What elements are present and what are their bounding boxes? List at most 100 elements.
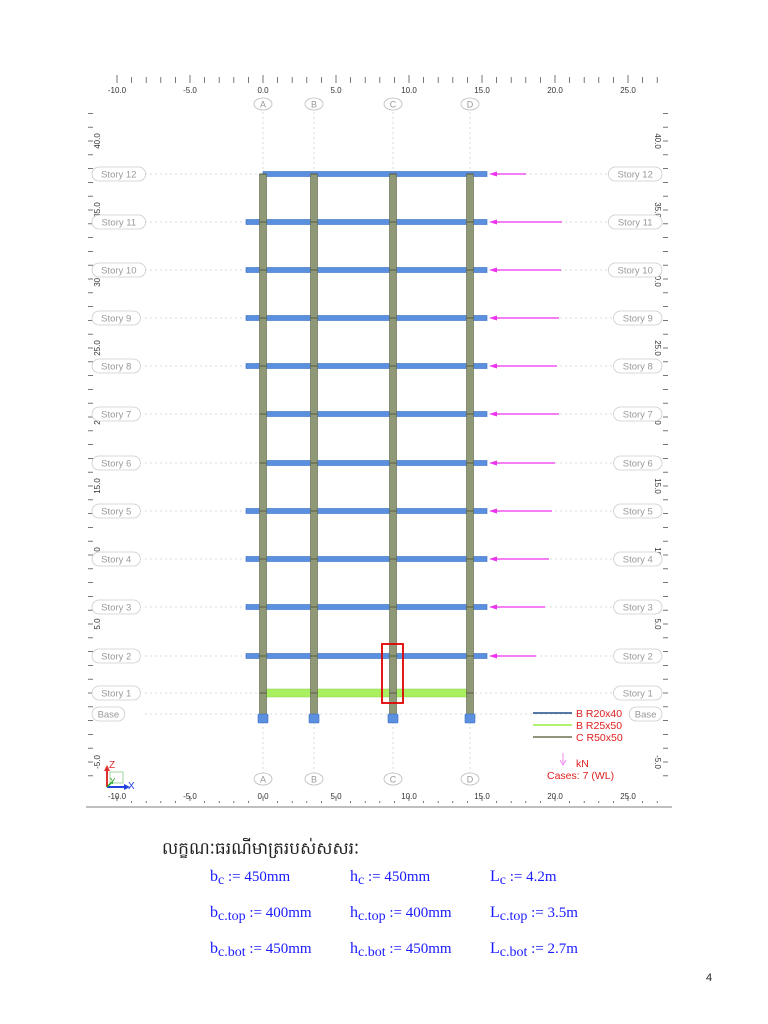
svg-text:Story 9: Story 9 — [101, 314, 131, 325]
svg-text:C: C — [390, 775, 397, 785]
formula-hc-top: hc.top := 400mm — [350, 904, 452, 924]
bottom-x-axis — [116, 796, 658, 803]
story-label-left — [91, 551, 141, 567]
page-number: 4 — [706, 972, 713, 984]
z-tick-label-right: 25.0 — [653, 340, 662, 356]
beam — [245, 267, 488, 273]
svg-text:Story 5: Story 5 — [101, 507, 131, 518]
story-label-left — [91, 310, 141, 326]
svg-text:Story 3: Story 3 — [623, 603, 653, 614]
z-tick-label-right: 40.0 — [653, 133, 662, 149]
top-x-axis-labels: -10.0 -5.0 0.0 5.0 10.0 15.0 20.0 25.0 — [108, 86, 636, 95]
story-label-left — [91, 706, 126, 722]
svg-text:D: D — [467, 775, 474, 785]
story-label-left — [91, 214, 146, 230]
columns — [257, 173, 476, 724]
z-tick-label-left: 35.0 — [93, 202, 102, 218]
story-label-right — [613, 685, 663, 701]
x-tick-label: -5.0 — [183, 792, 197, 801]
grid-bubble-c — [383, 772, 403, 786]
svg-text:D: D — [467, 100, 474, 110]
x-tick-label: 25.0 — [620, 792, 636, 801]
svg-text:Story 2: Story 2 — [101, 652, 131, 663]
svg-text:Story 11: Story 11 — [101, 218, 136, 229]
formula-lc: Lc := 4.2m — [490, 868, 557, 888]
triad-z-label: Z — [109, 760, 115, 771]
story-label-right — [608, 262, 663, 278]
grid-bubble-c — [383, 97, 403, 111]
svg-text:Story 12: Story 12 — [618, 170, 653, 181]
svg-text:Story 7: Story 7 — [623, 410, 653, 421]
svg-text:Story 12: Story 12 — [101, 170, 136, 181]
story-label-left — [91, 455, 141, 471]
svg-text:Story 4: Story 4 — [101, 555, 131, 566]
story-label-right — [613, 455, 663, 471]
story-label-right — [613, 503, 663, 519]
formula-bc-bot: bc.bot := 450mm — [210, 940, 312, 960]
formula-hc-bot: hc.bot := 450mm — [350, 940, 452, 960]
wind-loads — [489, 171, 562, 659]
svg-text:Story 9: Story 9 — [623, 314, 653, 325]
column-base-support — [387, 713, 399, 724]
z-tick-label-left: 25.0 — [93, 340, 102, 356]
legend: B R20x40 B R25x50 C R50x50 kN Cases: 7 (… — [533, 708, 623, 782]
story-label-right — [613, 599, 663, 615]
z-tick-label-left: 5.0 — [93, 618, 102, 630]
svg-text:Story 10: Story 10 — [618, 266, 653, 277]
story-label-left — [91, 262, 146, 278]
formula-hc: hc := 450mm — [350, 868, 431, 888]
coordinate-triad-icon: Z Y X — [104, 760, 135, 792]
z-tick-label-left: 15.0 — [93, 478, 102, 494]
x-tick-label: -10.0 — [108, 792, 127, 801]
formula-bc: bc := 450mm — [210, 868, 291, 888]
triad-x-label: X — [128, 781, 135, 792]
legend-load-cases: Cases: 7 (WL) — [547, 770, 614, 782]
x-tick-label: 20.0 — [547, 86, 563, 95]
x-tick-label: -5.0 — [183, 86, 197, 95]
grid-bubble-d — [460, 97, 480, 111]
beam — [262, 460, 488, 466]
beams — [245, 171, 488, 698]
top-x-axis — [116, 75, 658, 83]
formula-block: bc := 450mm hc := 450mm Lc := 4.2m bc.to… — [210, 868, 630, 976]
svg-text:Story 6: Story 6 — [101, 459, 131, 470]
z-tick-label-right: -5.0 — [653, 755, 662, 769]
z-tick-label-left: 30.0 — [93, 271, 102, 287]
formula-lc-top: Lc.top := 3.5m — [490, 904, 578, 924]
beam — [245, 604, 488, 610]
z-tick-label-left: -5.0 — [93, 755, 102, 769]
story-label-right — [608, 166, 663, 182]
z-tick-label-right: 35.0 — [653, 202, 662, 218]
svg-text:C: C — [390, 100, 397, 110]
story-label-right — [613, 406, 663, 422]
legend-label-beam-r25x50: B R25x50 — [576, 720, 622, 732]
beam — [245, 508, 488, 514]
svg-text:Story 5: Story 5 — [623, 507, 653, 518]
x-tick-label: 10.0 — [401, 86, 417, 95]
story-label-left — [91, 358, 141, 374]
legend-label-column-r50x50: C R50x50 — [576, 732, 623, 744]
story-label-left — [91, 406, 141, 422]
x-tick-label: 5.0 — [330, 86, 342, 95]
x-tick-label: 25.0 — [620, 86, 636, 95]
beam — [245, 315, 488, 321]
beam — [245, 556, 488, 562]
beam — [245, 653, 488, 659]
story-label-left — [91, 166, 146, 182]
story-label-left — [91, 648, 141, 664]
legend-load-unit: kN — [576, 758, 589, 770]
ground-beam — [262, 688, 471, 698]
left-z-axis — [88, 113, 93, 777]
right-z-axis — [663, 113, 668, 777]
svg-text:Story 2: Story 2 — [623, 652, 653, 663]
story-label-right — [613, 551, 663, 567]
story-label-left — [91, 503, 141, 519]
svg-text:Story 10: Story 10 — [101, 266, 136, 277]
x-tick-label: 10.0 — [401, 792, 417, 801]
x-tick-label: 5.0 — [330, 792, 342, 801]
x-tick-label: 15.0 — [474, 792, 490, 801]
svg-text:Story 6: Story 6 — [623, 459, 653, 470]
column — [310, 173, 318, 716]
formula-bc-top: bc.top := 400mm — [210, 904, 312, 924]
column-base-support — [308, 713, 320, 724]
